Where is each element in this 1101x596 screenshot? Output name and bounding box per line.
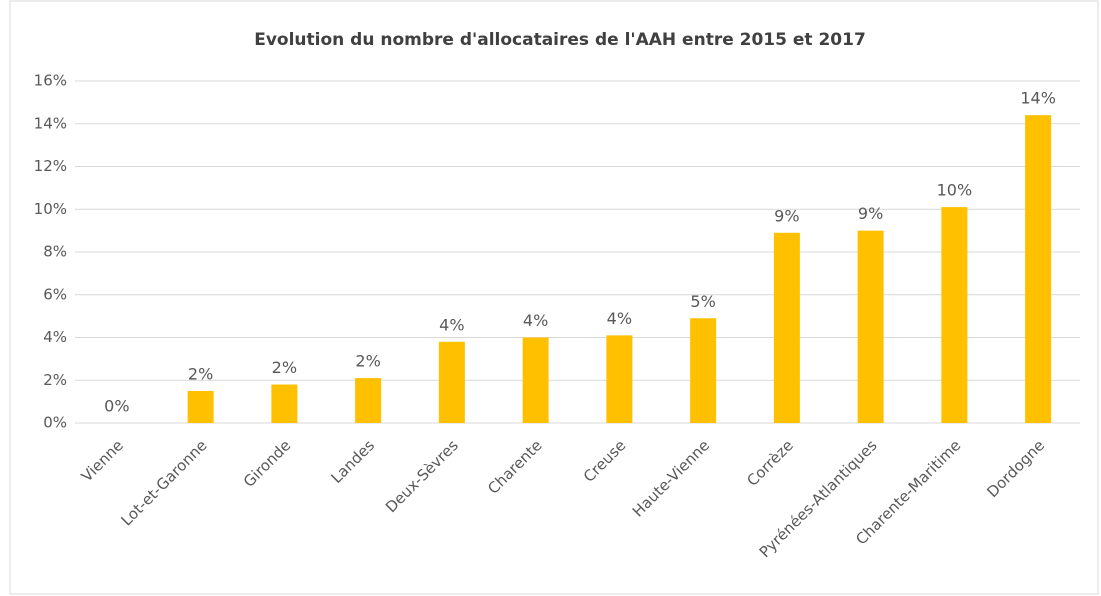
bar	[187, 390, 214, 423]
bar	[941, 207, 968, 423]
y-tick-label: 12%	[34, 157, 67, 175]
data-label: 14%	[1020, 89, 1056, 108]
bar	[606, 335, 633, 423]
data-label: 9%	[774, 206, 799, 225]
data-label: 9%	[858, 204, 883, 223]
data-label: 2%	[355, 352, 380, 371]
y-tick-label: 8%	[43, 243, 67, 261]
y-tick-label: 6%	[43, 285, 67, 303]
y-tick-label: 0%	[43, 414, 67, 432]
bar	[355, 378, 382, 423]
data-label: 2%	[272, 358, 297, 377]
y-tick-label: 4%	[43, 328, 67, 346]
y-tick-label: 14%	[34, 114, 67, 132]
bar	[438, 341, 465, 423]
y-tick-label: 16%	[34, 72, 67, 90]
bar	[1025, 115, 1052, 423]
bar	[773, 232, 800, 423]
data-label: 10%	[937, 181, 973, 200]
data-label: 2%	[188, 364, 213, 383]
data-label: 4%	[607, 309, 632, 328]
y-tick-label: 10%	[34, 200, 67, 218]
bar	[522, 337, 549, 423]
data-label: 4%	[439, 315, 464, 334]
chart-title: Evolution du nombre d'allocataires de l'…	[254, 30, 866, 50]
data-label: 5%	[690, 292, 715, 311]
y-tick-label: 2%	[43, 371, 67, 389]
bar	[857, 230, 884, 423]
chart-border	[9, 0, 1099, 595]
data-label: 0%	[104, 397, 129, 416]
data-label: 4%	[523, 311, 548, 330]
bar	[690, 318, 717, 423]
bar	[271, 384, 298, 423]
